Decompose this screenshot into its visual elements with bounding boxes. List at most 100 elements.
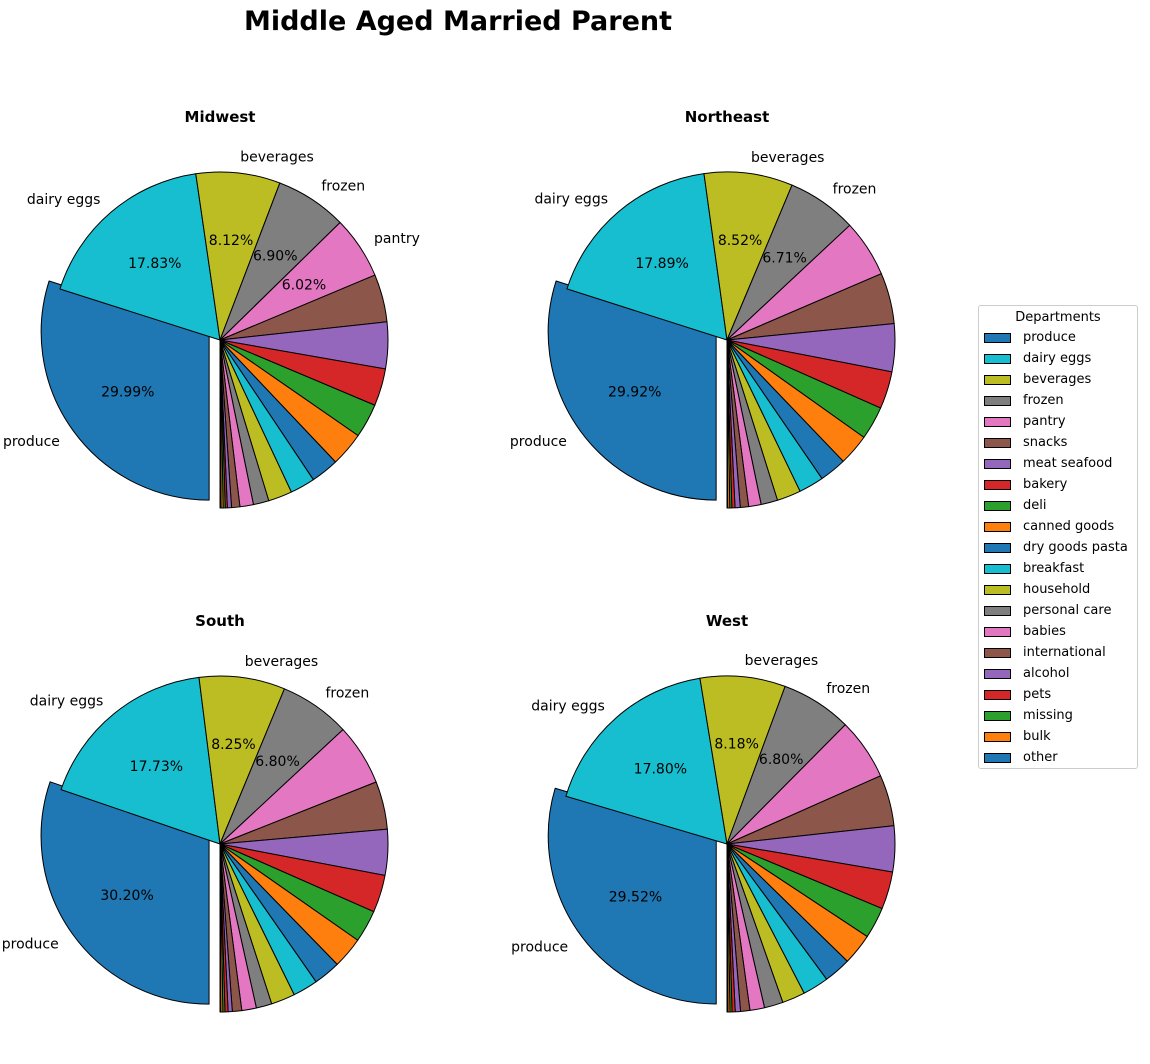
legend-label: pantry xyxy=(1023,414,1066,429)
category-label: beverages xyxy=(240,149,314,165)
legend-item: babies xyxy=(979,621,1137,642)
pie-slice-other xyxy=(219,339,222,509)
legend: Departments produce dairy eggs beverages fr… xyxy=(978,305,1138,769)
pie-slice-produce xyxy=(40,280,210,501)
category-label: beverages xyxy=(245,654,319,670)
legend-swatch xyxy=(984,500,1011,511)
legend-swatch xyxy=(984,479,1011,490)
legend-swatch xyxy=(984,458,1011,469)
pie-slice-other xyxy=(726,843,729,1013)
percent-label: 17.73% xyxy=(130,759,183,775)
legend-label: bakery xyxy=(1023,477,1068,492)
legend-item: other xyxy=(979,747,1137,768)
pie-slice-other xyxy=(726,339,729,509)
legend-swatch xyxy=(984,374,1011,385)
legend-swatch xyxy=(984,521,1011,532)
legend-label: international xyxy=(1023,645,1106,660)
legend-label: missing xyxy=(1023,708,1073,723)
legend-swatch xyxy=(984,710,1011,721)
percent-label: 17.83% xyxy=(128,256,181,272)
legend-item: bakery xyxy=(979,474,1137,495)
percent-label: 29.52% xyxy=(609,889,662,905)
subplot-title: West xyxy=(706,612,748,630)
category-label: dairy eggs xyxy=(534,192,608,208)
category-label: frozen xyxy=(833,181,877,197)
legend-label: meat seafood xyxy=(1023,456,1113,471)
pie-slice-beverages xyxy=(703,171,793,341)
percent-label: 6.80% xyxy=(255,754,299,770)
legend-label: produce xyxy=(1023,330,1076,345)
category-label: produce xyxy=(511,940,568,956)
legend-swatch xyxy=(984,437,1011,448)
category-label: produce xyxy=(3,434,60,450)
legend-label: frozen xyxy=(1023,393,1064,408)
category-label: frozen xyxy=(826,681,870,697)
category-label: dairy eggs xyxy=(30,694,104,710)
legend-item: beverages xyxy=(979,369,1137,390)
legend-item: personal care xyxy=(979,600,1137,621)
legend-item: deli xyxy=(979,495,1137,516)
pie-slice-other xyxy=(219,843,222,1013)
pie-slice-dairy-eggs xyxy=(566,173,728,341)
pie-slice-produce xyxy=(547,280,717,501)
pie-slice-produce xyxy=(547,787,717,1005)
legend-item: pantry xyxy=(979,411,1137,432)
legend-label: household xyxy=(1023,582,1091,597)
legend-swatch xyxy=(984,668,1011,679)
percent-label: 30.20% xyxy=(100,888,153,904)
percent-label: 8.52% xyxy=(718,233,762,249)
legend-item: dairy eggs xyxy=(979,348,1137,369)
category-label: produce xyxy=(2,937,59,953)
legend-item: meat seafood xyxy=(979,453,1137,474)
legend-label: other xyxy=(1023,750,1058,765)
legend-swatch xyxy=(984,626,1011,637)
legend-label: bulk xyxy=(1023,729,1051,744)
pie-slice-dairy-eggs xyxy=(565,677,728,845)
legend-label: personal care xyxy=(1023,603,1112,618)
legend-label: dry goods pasta xyxy=(1023,540,1128,555)
subplot-title: South xyxy=(195,612,245,630)
legend-label: breakfast xyxy=(1023,561,1085,576)
subplot-title: Northeast xyxy=(685,108,770,126)
legend-item: canned goods xyxy=(979,516,1137,537)
percent-label: 6.71% xyxy=(762,250,806,266)
category-label: dairy eggs xyxy=(27,192,101,208)
legend-swatch xyxy=(984,416,1011,427)
percent-label: 29.92% xyxy=(608,385,661,401)
category-label: pantry xyxy=(374,231,420,247)
legend-swatch xyxy=(984,584,1011,595)
legend-label: alcohol xyxy=(1023,666,1070,681)
legend-item: missing xyxy=(979,705,1137,726)
percent-label: 17.89% xyxy=(635,256,688,272)
pie-chart-midwest: Midwest 29.99% produce 17.83% dairy eggs 8.12… xyxy=(3,108,420,509)
legend-swatch xyxy=(984,353,1011,364)
legend-label: babies xyxy=(1023,624,1066,639)
percent-label: 6.02% xyxy=(282,277,326,293)
legend-item: breakfast xyxy=(979,558,1137,579)
category-label: frozen xyxy=(325,685,369,701)
category-label: dairy eggs xyxy=(531,698,605,714)
legend-item: household xyxy=(979,579,1137,600)
category-label: beverages xyxy=(751,150,825,166)
legend-label: dairy eggs xyxy=(1023,351,1092,366)
legend-label: snacks xyxy=(1023,435,1068,450)
legend-title: Departments xyxy=(1015,310,1101,325)
legend-swatch xyxy=(984,689,1011,700)
pie-chart-south: South 30.20% produce 17.73% dairy eggs 8.25% b… xyxy=(2,612,389,1013)
pie-slice-beverages xyxy=(198,675,285,845)
legend-item: frozen xyxy=(979,390,1137,411)
legend-item: bulk xyxy=(979,726,1137,747)
legend-swatch xyxy=(984,563,1011,574)
pie-chart-northeast: Northeast 29.92% produce 17.89% dairy eggs 8.… xyxy=(510,108,896,509)
legend-item: produce xyxy=(979,327,1137,348)
legend-swatch xyxy=(984,647,1011,658)
pie-slice-produce xyxy=(40,781,210,1005)
percent-label: 6.90% xyxy=(253,249,297,265)
pie-slice-dairy-eggs xyxy=(60,676,221,845)
legend-swatch xyxy=(984,731,1011,742)
legend-item: dry goods pasta xyxy=(979,537,1137,558)
percent-label: 8.25% xyxy=(211,737,255,753)
legend-label: canned goods xyxy=(1023,519,1115,534)
category-label: produce xyxy=(510,434,567,450)
percent-label: 17.80% xyxy=(634,761,687,777)
